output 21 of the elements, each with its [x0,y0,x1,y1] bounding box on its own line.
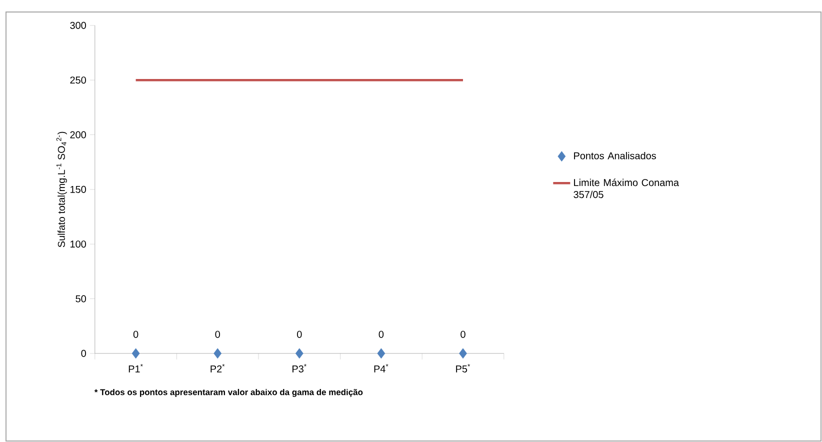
data-label: 0 [297,330,302,338]
y-tick-label: 50 [76,295,86,302]
y-axis-title: Sulfato total(mg.L$^{-1}$ SO$_{4}$$^{2-}$) [56,132,67,248]
data-label: 0 [460,330,466,338]
data-label: 0 [215,330,220,338]
x-tick-label: P3$^{*}$ [292,364,306,372]
y-tick-label: 200 [70,131,86,138]
y-tick-label: 150 [70,186,86,193]
y-tick-label: 0 [81,350,86,357]
data-label: 0 [378,330,384,338]
y-tick-label: 100 [70,240,86,248]
legend-label: Pontos Analisados [574,152,656,160]
x-tick-label: P5$^{*}$ [456,364,470,372]
data-label: 0 [133,330,138,338]
x-tick-label: P1$^{*}$ [128,364,143,372]
x-tick-label: P2$^{*}$ [210,364,225,372]
legend-label: Limite Máximo Conama 357/05 [574,178,679,198]
x-tick-label: P4$^{*}$ [374,364,388,372]
text: * Todos os pontos apresentaram valor abaixo da gama de medição [94,388,363,397]
y-tick-label: 300 [70,22,86,29]
y-tick-label: 250 [70,76,86,84]
